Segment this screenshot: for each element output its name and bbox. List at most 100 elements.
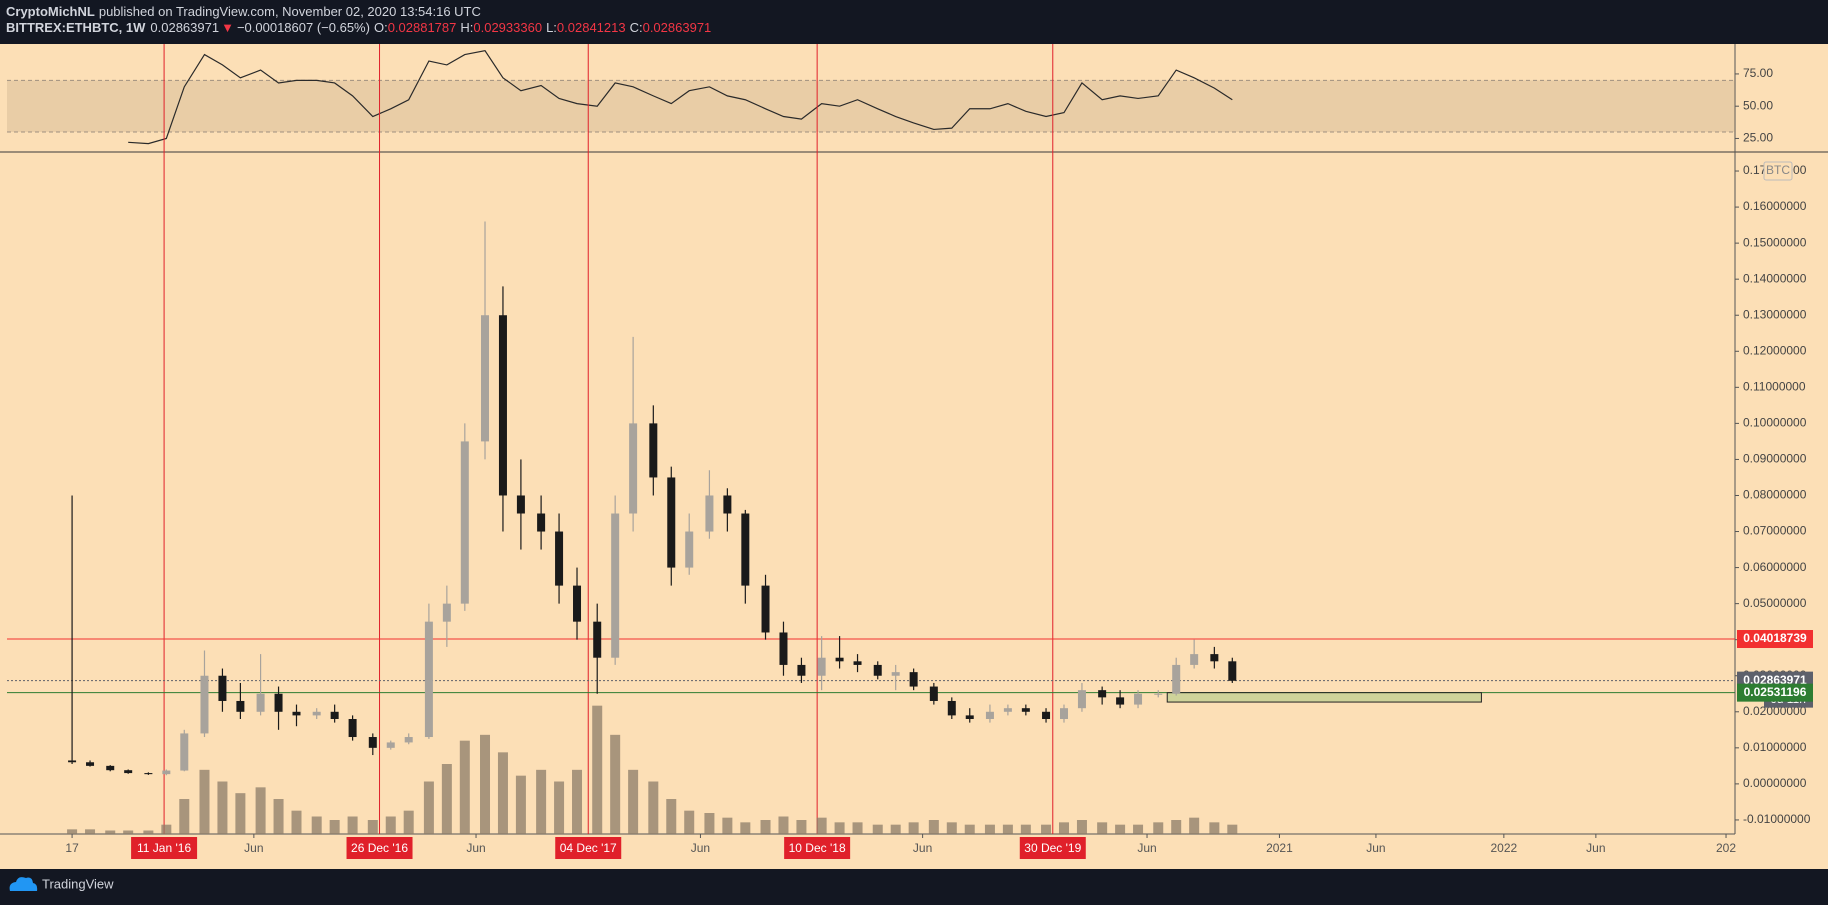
- volume-bar: [778, 816, 789, 834]
- candle-body: [404, 737, 413, 743]
- volume-bar: [1020, 824, 1031, 834]
- rsi-tick-label: 75.00: [1743, 66, 1773, 80]
- marker-label-box: [555, 837, 622, 859]
- candle-body: [516, 495, 525, 514]
- currency-label: BTC: [1766, 163, 1790, 177]
- footer-logo[interactable]: TradingView: [9, 876, 115, 891]
- volume-bar: [536, 769, 547, 834]
- y-tick-label: 0.06000000: [1743, 560, 1807, 574]
- volume-bar: [964, 824, 975, 834]
- y-tick-label: 0.15000000: [1743, 235, 1807, 249]
- candle-body: [442, 603, 451, 622]
- ohlc-label: L:: [546, 20, 557, 35]
- candle-body: [1190, 654, 1199, 665]
- candle-body: [1210, 654, 1219, 662]
- volume-bar: [1227, 824, 1238, 834]
- candle-body: [593, 621, 602, 658]
- currency-box: [1763, 161, 1793, 181]
- author[interactable]: CryptoMichNL: [6, 4, 95, 19]
- volume-bar: [890, 824, 901, 834]
- volume-bar: [480, 734, 491, 834]
- x-tick-label: 17: [65, 841, 79, 855]
- volume-bar: [1076, 820, 1087, 834]
- volume-bar: [217, 781, 228, 834]
- candle-body: [424, 621, 433, 738]
- candle-body: [498, 315, 507, 496]
- volume-bar: [143, 830, 154, 834]
- x-tick-label: 202: [1716, 841, 1736, 855]
- header-bar: [0, 0, 1828, 44]
- candle-body: [573, 585, 582, 622]
- volume-bar: [796, 820, 807, 834]
- volume-bar: [592, 705, 603, 834]
- candle-body: [1116, 697, 1125, 705]
- candle-body: [929, 686, 938, 701]
- candle-body: [723, 495, 732, 514]
- level-label: 0.02531196: [1744, 685, 1807, 699]
- volume-bar: [161, 824, 172, 834]
- ohlc-value: 0.02863971: [643, 20, 712, 35]
- volume-bar: [740, 822, 751, 834]
- marker-label-box: [1019, 837, 1086, 859]
- ohlc-label: O:: [374, 20, 388, 35]
- candle-body: [853, 661, 862, 665]
- candle-body: [873, 664, 882, 676]
- candle-body: [180, 733, 189, 771]
- x-tick-label: Jun: [691, 841, 710, 855]
- volume-bar: [760, 820, 771, 834]
- volume-bar: [1209, 822, 1220, 834]
- candle-body: [348, 718, 357, 738]
- x-tick-label: 2021: [1266, 841, 1293, 855]
- candle-body: [368, 737, 377, 748]
- marker-label: 10 Dec '18: [789, 841, 846, 855]
- marker-label: 11 Jan '16: [137, 841, 191, 855]
- chart-background: [0, 44, 1828, 869]
- volume-bar: [105, 830, 116, 834]
- candle-body: [1077, 690, 1086, 709]
- volume-bar: [666, 799, 677, 834]
- volume-bar: [423, 781, 434, 834]
- x-tick-label: Jun: [466, 841, 485, 855]
- y-tick-label: 0.00000000: [1743, 776, 1807, 790]
- y-tick-label: 0.14000000: [1743, 271, 1807, 285]
- volume-bar: [459, 740, 470, 834]
- marker-label-box: [346, 837, 413, 859]
- candle-body: [741, 513, 750, 586]
- y-tick-label: 0.09000000: [1743, 452, 1807, 466]
- volume-bar: [1002, 824, 1013, 834]
- volume-bar: [1097, 822, 1108, 834]
- candle-body: [200, 675, 209, 734]
- candle-body: [1059, 708, 1068, 719]
- marker-label: 26 Dec '16: [351, 841, 408, 855]
- level-label: 0.04018739: [1743, 631, 1807, 645]
- change: −0.00018607 (−0.65%): [237, 20, 370, 35]
- x-tick-label: Jun: [1366, 841, 1385, 855]
- candle-body: [649, 423, 658, 478]
- y-tick-label: 0.08000000: [1743, 488, 1807, 502]
- volume-bar: [1041, 824, 1052, 834]
- volume-bar: [273, 799, 284, 834]
- candle-body: [779, 632, 788, 665]
- volume-bar: [872, 824, 883, 834]
- candle-body: [86, 762, 95, 766]
- candle-body: [218, 675, 227, 701]
- volume-bar: [347, 816, 358, 834]
- volume-bar: [610, 734, 621, 834]
- volume-bar: [928, 820, 939, 834]
- candle-body: [947, 700, 956, 716]
- header-line-2: BITTREX:ETHBTC, 1W 0.02863971 ▼ −0.00018607…: [6, 20, 711, 35]
- footer-bar: [0, 869, 1828, 900]
- candle-body: [1042, 711, 1051, 719]
- volume-bar: [441, 764, 452, 834]
- x-tick-label: Jun: [913, 841, 932, 855]
- y-tick-label: 0.13000000: [1743, 307, 1807, 321]
- logo-icon: [9, 877, 38, 891]
- volume-bar: [834, 822, 845, 834]
- candle-body: [705, 495, 714, 532]
- level-label: 0.02863971: [1743, 673, 1807, 687]
- volume-bar: [816, 817, 827, 834]
- y-tick-label: 0.07000000: [1743, 524, 1807, 538]
- published: published on TradingView.com, November 0…: [99, 4, 481, 19]
